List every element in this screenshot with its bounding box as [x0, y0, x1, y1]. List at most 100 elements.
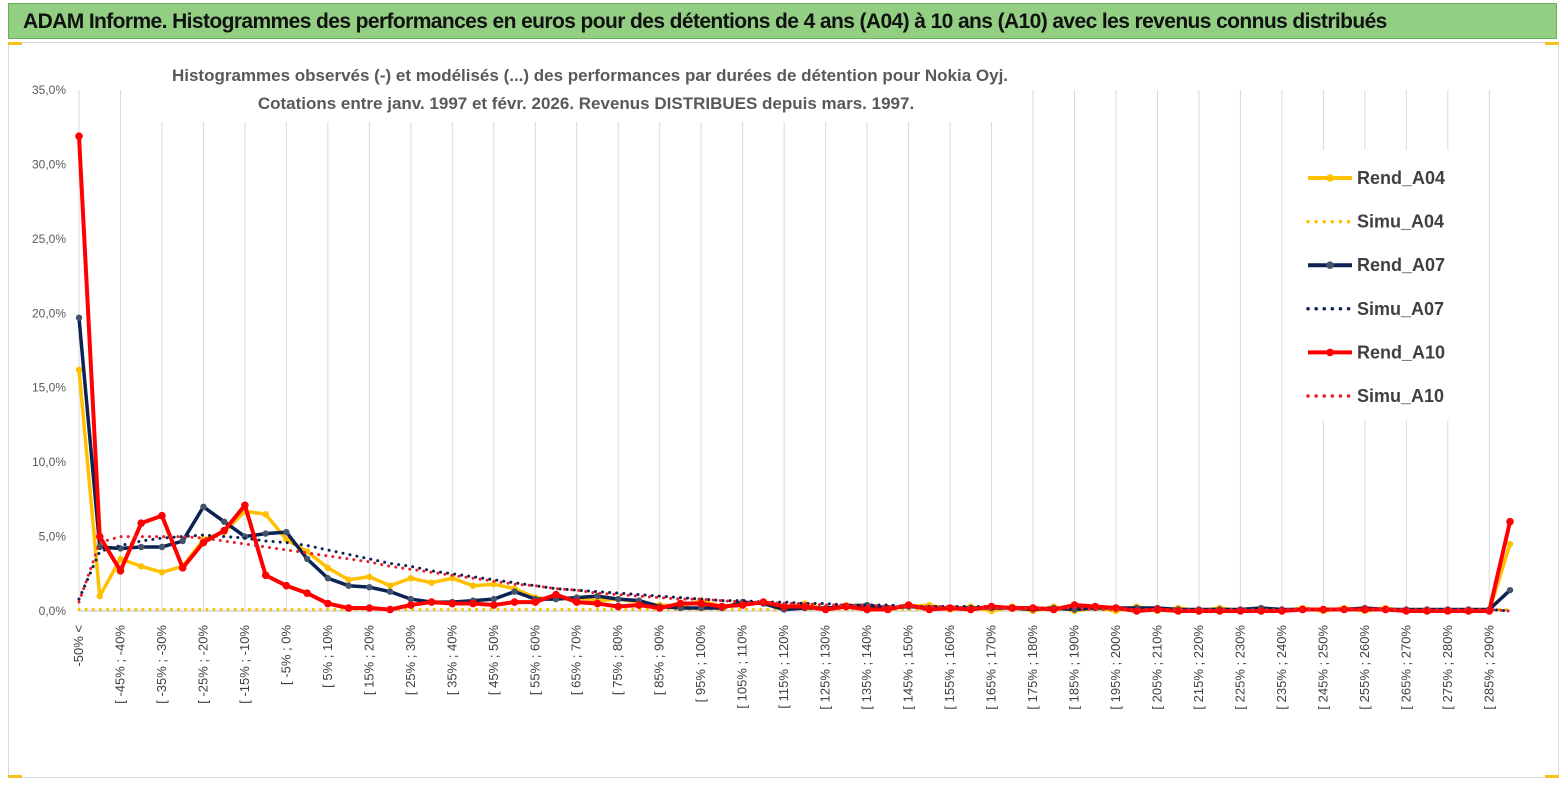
- data-point: [241, 501, 249, 510]
- x-tick-label: [ 285% ; 290%: [1481, 625, 1496, 710]
- x-tick-label: [ 265% ; 270%: [1398, 625, 1413, 710]
- data-point: [324, 575, 332, 582]
- x-tick-label: [ 215% ; 220%: [1191, 625, 1206, 710]
- data-point: [718, 602, 726, 611]
- data-point: [593, 599, 602, 608]
- data-point: [552, 590, 560, 599]
- data-point: [137, 519, 146, 527]
- legend-item-Simu_A07: Simu_A07: [1306, 299, 1444, 319]
- x-tick-label: [ 195% ; 200%: [1108, 625, 1123, 710]
- data-point: [158, 569, 166, 576]
- data-point: [386, 605, 394, 614]
- y-tick-label: 15,0%: [32, 381, 66, 395]
- legend-label: Rend_A04: [1357, 168, 1445, 188]
- data-point: [697, 599, 705, 608]
- x-tick-label: [ 235% ; 240%: [1274, 625, 1289, 710]
- data-point: [344, 604, 353, 612]
- data-point: [676, 599, 685, 608]
- legend-label: Simu_A07: [1357, 299, 1444, 319]
- data-point: [614, 602, 623, 611]
- y-tick-label: 35,0%: [32, 83, 66, 97]
- data-point: [780, 602, 788, 611]
- data-point: [635, 601, 643, 609]
- legend-background: [1288, 150, 1488, 420]
- legend-marker: [1326, 261, 1334, 270]
- data-point: [511, 588, 518, 595]
- legend-label: Rend_A07: [1357, 255, 1445, 275]
- series-Simu_A10: [77, 535, 1512, 613]
- x-tick-label: [ 85% ; 90%: [652, 625, 667, 696]
- x-tick-label: [ 25% ; 30%: [403, 625, 418, 696]
- data-point: [366, 583, 373, 591]
- x-axis: -50% < [ -45% ; -40% [ -35% ; -30% [ -25% ;…: [71, 625, 1496, 710]
- data-point: [116, 567, 125, 575]
- legend-label: Simu_A10: [1357, 386, 1444, 406]
- data-point: [138, 563, 145, 570]
- corner-mark: [8, 42, 22, 45]
- data-point: [449, 575, 456, 582]
- data-point: [1112, 604, 1120, 612]
- x-tick-label: [ 75% ; 80%: [610, 625, 625, 696]
- x-tick-label: [ 255% ; 260%: [1357, 625, 1372, 710]
- data-point: [345, 576, 352, 583]
- data-point: [427, 598, 436, 606]
- data-point: [262, 530, 269, 537]
- data-point: [407, 601, 415, 609]
- x-tick-label: [ 175% ; 180%: [1025, 625, 1040, 710]
- legend-marker: [1326, 174, 1334, 182]
- data-point: [324, 599, 332, 608]
- x-tick-label: [ 165% ; 170%: [984, 625, 999, 710]
- y-tick-label: 0,0%: [39, 604, 67, 618]
- x-tick-label: [ 225% ; 230%: [1232, 625, 1247, 710]
- y-tick-label: 20,0%: [32, 306, 66, 320]
- data-point: [95, 532, 104, 541]
- legend: Rend_A04 Simu_A04 Rend_A07 Simu_A07 Rend_A10…: [1306, 168, 1445, 406]
- chart-title-background: [152, 60, 1024, 122]
- x-tick-label: [ 95% ; 100%: [693, 625, 708, 703]
- x-tick-label: [ -35% ; -30%: [154, 625, 169, 704]
- data-point: [283, 536, 290, 543]
- data-point: [75, 366, 83, 374]
- x-tick-label: [ 5% ; 10%: [320, 625, 335, 688]
- data-point: [220, 526, 228, 535]
- data-point: [262, 511, 269, 518]
- data-point: [469, 599, 477, 608]
- title-bar: ADAM Informe. Histogrammes des performan…: [8, 3, 1557, 39]
- data-point: [863, 605, 871, 614]
- page-title: ADAM Informe. Histogrammes des performan…: [23, 10, 1387, 33]
- corner-mark: [1545, 775, 1559, 778]
- data-point: [510, 598, 519, 606]
- data-point: [386, 582, 394, 589]
- data-point: [1153, 605, 1162, 614]
- series-Simu_A07: [77, 533, 1512, 613]
- legend-item-Simu_A04: Simu_A04: [1306, 212, 1444, 232]
- x-tick-label: [ 105% ; 110%: [735, 625, 750, 709]
- data-point: [469, 582, 477, 589]
- x-tick-label: [ 115% ; 120%: [776, 625, 791, 709]
- legend-marker: [1326, 348, 1334, 357]
- series-line: [77, 136, 1512, 613]
- legend-item-Simu_A10: Simu_A10: [1306, 386, 1444, 406]
- data-point: [1278, 607, 1286, 615]
- data-point: [490, 595, 497, 603]
- series-layer: [75, 132, 1514, 615]
- chart-title-line2: Cotations entre janv. 1997 et févr. 2026…: [258, 94, 914, 113]
- legend-label: Simu_A04: [1357, 212, 1444, 232]
- corner-mark: [1545, 42, 1559, 45]
- data-point: [1381, 605, 1390, 614]
- data-point: [75, 132, 83, 140]
- x-tick-label: [ 45% ; 50%: [486, 625, 501, 696]
- data-point: [365, 604, 374, 612]
- data-point: [345, 582, 352, 589]
- data-point: [407, 595, 415, 603]
- x-tick-label: [ 55% ; 60%: [527, 625, 542, 696]
- legend-label: Rend_A10: [1357, 342, 1445, 362]
- data-point: [801, 602, 809, 611]
- data-point: [158, 543, 166, 551]
- data-point: [1443, 607, 1452, 615]
- legend-item-Rend_A07: Rend_A07: [1308, 255, 1445, 275]
- data-point: [925, 605, 934, 614]
- data-point: [428, 579, 435, 586]
- data-point: [821, 605, 830, 614]
